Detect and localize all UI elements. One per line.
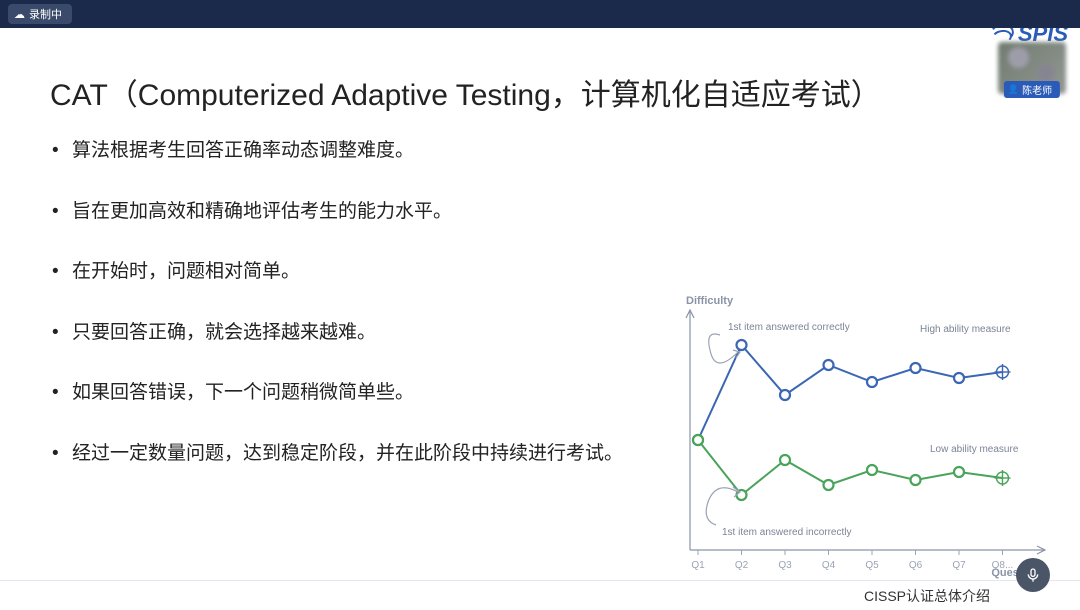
list-item: 如果回答错误，下一个问题稍微简单些。 xyxy=(50,380,670,407)
svg-text:Low ability measure: Low ability measure xyxy=(930,444,1019,455)
cloud-icon: ☁ xyxy=(14,8,25,21)
svg-text:Q1: Q1 xyxy=(691,560,705,571)
svg-text:Q3: Q3 xyxy=(778,560,792,571)
svg-text:Q7: Q7 xyxy=(952,560,966,571)
footer-text: CISSP认证总体介绍 xyxy=(864,586,990,606)
presenter-name: 陈老师 xyxy=(1022,82,1052,97)
list-item: 在开始时，问题相对简单。 xyxy=(50,259,670,286)
recording-badge[interactable]: ☁ 录制中 xyxy=(8,4,72,24)
recording-label: 录制中 xyxy=(29,6,62,22)
svg-text:Q2: Q2 xyxy=(735,560,749,571)
list-item: 算法根据考生回答正确率动态调整难度。 xyxy=(50,138,670,165)
slide-title: CAT（Computerized Adaptive Testing，计算机化自适… xyxy=(50,70,1040,114)
footer: CISSP认证总体介绍 xyxy=(0,580,1080,610)
microphone-icon xyxy=(1025,567,1041,583)
svg-text:Q8...: Q8... xyxy=(992,560,1014,571)
list-item: 旨在更加高效和精确地评估考生的能力水平。 xyxy=(50,199,670,226)
presenter-badge: 👤 陈老师 xyxy=(1004,81,1060,98)
list-item: 经过一定数量问题，达到稳定阶段，并在此阶段中持续进行考试。 xyxy=(50,441,670,468)
difficulty-chart: DifficultyQuestionQ1Q2Q3Q4Q5Q6Q7Q8...1st… xyxy=(650,290,1064,590)
list-item: 只要回答正确，就会选择越来越难。 xyxy=(50,320,670,347)
svg-text:High ability measure: High ability measure xyxy=(920,324,1011,335)
svg-text:Q6: Q6 xyxy=(909,560,923,571)
svg-text:Difficulty: Difficulty xyxy=(686,295,734,307)
bullet-list: 算法根据考生回答正确率动态调整难度。 旨在更加高效和精确地评估考生的能力水平。 … xyxy=(50,138,670,468)
mic-button[interactable] xyxy=(1016,558,1050,592)
person-icon: 👤 xyxy=(1008,84,1019,95)
top-bar: ☁ 录制中 xyxy=(0,0,1080,28)
slide-content: CAT（Computerized Adaptive Testing，计算机化自适… xyxy=(0,40,1080,580)
svg-text:1st item answered correctly: 1st item answered correctly xyxy=(728,322,850,333)
svg-text:Q5: Q5 xyxy=(865,560,879,571)
svg-text:1st item answered incorrectly: 1st item answered incorrectly xyxy=(722,527,852,538)
presenter-avatar-box[interactable]: 👤 陈老师 xyxy=(998,42,1066,94)
svg-text:Q4: Q4 xyxy=(822,560,836,571)
